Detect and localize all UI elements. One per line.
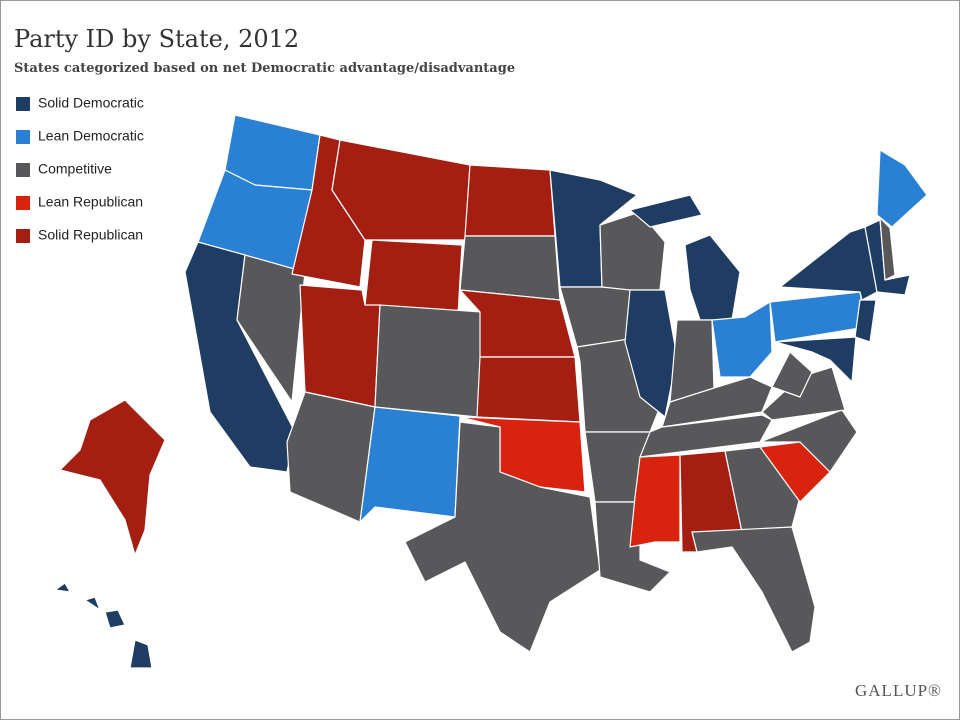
state	[476, 356, 581, 423]
state	[464, 164, 556, 237]
state	[854, 299, 877, 343]
legend-swatch	[16, 97, 30, 111]
legend-label: Solid Democratic	[38, 95, 144, 111]
state	[691, 526, 816, 653]
state	[374, 304, 483, 418]
legend-label: Competitive	[38, 161, 112, 177]
state	[876, 149, 928, 228]
logo: GALLUP®	[855, 681, 942, 700]
state	[759, 409, 858, 473]
state	[771, 351, 813, 398]
state	[459, 235, 561, 301]
state	[54, 582, 153, 669]
legend-swatch	[16, 130, 30, 144]
state	[236, 254, 306, 403]
state	[711, 301, 773, 378]
title: Party ID by State, 2012	[14, 25, 299, 53]
state	[404, 421, 601, 653]
legend-label: Solid Republican	[38, 227, 143, 243]
legend: Solid Democratic Lean Democratic Competiti…	[16, 95, 144, 243]
state	[286, 391, 376, 523]
state	[364, 239, 463, 316]
state	[59, 399, 166, 556]
legend-swatch	[16, 163, 30, 177]
legend-swatch	[16, 229, 30, 243]
state	[724, 446, 801, 533]
state	[331, 139, 471, 241]
state	[879, 217, 896, 281]
legend-label: Lean Republican	[38, 194, 143, 210]
map	[54, 114, 928, 669]
state	[359, 406, 461, 523]
state	[774, 336, 857, 383]
legend-label: Lean Democratic	[38, 128, 144, 144]
subtitle: States categorized based on net Democrat…	[14, 61, 515, 76]
legend-swatch	[16, 196, 30, 210]
